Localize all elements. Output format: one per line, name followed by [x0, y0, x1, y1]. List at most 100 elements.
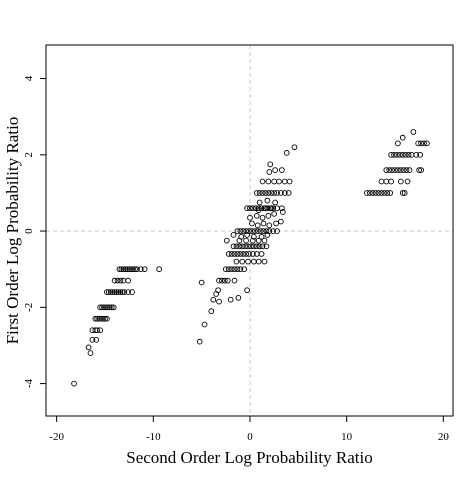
data-point — [263, 243, 270, 250]
data-point — [110, 304, 117, 311]
data-point — [245, 243, 251, 250]
data-point — [125, 289, 132, 295]
data-point — [87, 350, 94, 356]
data-point — [266, 228, 273, 234]
x-axis: -20 -10 0 10 20 — [49, 416, 449, 443]
data-point — [104, 315, 110, 322]
data-point — [71, 380, 77, 387]
data-point — [403, 167, 410, 173]
data-point — [111, 277, 118, 284]
data-point — [130, 266, 136, 273]
data-point — [417, 151, 423, 158]
data-point — [243, 228, 249, 234]
data-point — [100, 315, 106, 322]
data-point — [120, 266, 127, 273]
data-point — [228, 251, 235, 257]
data-point — [94, 327, 101, 334]
data-point — [129, 289, 135, 295]
data-point — [245, 258, 251, 265]
data-point — [261, 237, 268, 244]
data-point — [270, 205, 277, 212]
data-point — [405, 151, 412, 158]
data-point — [404, 178, 411, 185]
data-point — [246, 251, 252, 257]
data-point — [271, 178, 278, 185]
x-tick-label: 0 — [247, 431, 253, 443]
data-point — [93, 336, 100, 343]
data-point — [271, 211, 278, 217]
data-point — [421, 140, 427, 147]
data-point — [272, 167, 278, 173]
data-point — [266, 169, 273, 175]
data-point — [395, 140, 401, 147]
data-point — [401, 190, 408, 196]
data-point — [259, 214, 266, 221]
data-point — [249, 228, 255, 234]
data-point — [240, 228, 247, 234]
data-point — [243, 251, 249, 257]
y-tick-label: -2 — [23, 303, 35, 312]
data-point — [258, 251, 265, 257]
data-point — [231, 266, 238, 273]
data-point — [383, 178, 390, 185]
data-point — [106, 304, 113, 311]
data-point — [264, 197, 271, 204]
data-point — [281, 190, 288, 196]
data-point — [210, 296, 217, 303]
data-point — [89, 327, 96, 334]
data-point — [251, 228, 258, 234]
data-point — [265, 178, 272, 185]
data-point — [117, 289, 124, 295]
data-point — [255, 205, 262, 212]
data-point — [375, 190, 382, 196]
data-point — [251, 233, 257, 240]
data-point — [134, 266, 140, 273]
data-point — [107, 289, 114, 295]
data-point — [254, 222, 261, 229]
data-point — [249, 220, 255, 227]
data-point — [237, 266, 244, 273]
data-point — [126, 266, 132, 273]
data-point — [424, 140, 430, 147]
data-point — [124, 266, 131, 273]
data-point — [118, 266, 125, 273]
data-point — [280, 209, 286, 215]
data-point — [234, 266, 241, 273]
data-point — [259, 243, 266, 250]
data-point — [246, 228, 252, 234]
y-tick-label: -4 — [23, 379, 35, 389]
data-point — [104, 289, 110, 295]
data-point — [227, 296, 234, 303]
data-point — [223, 237, 230, 244]
data-point — [230, 243, 237, 250]
y-tick-label: 2 — [23, 152, 35, 158]
data-point — [399, 151, 406, 158]
data-point — [237, 228, 244, 234]
data-point — [270, 228, 277, 234]
data-point — [248, 243, 254, 250]
data-point — [413, 151, 420, 158]
data-point — [121, 289, 128, 295]
data-point — [278, 218, 284, 225]
data-point — [415, 140, 422, 147]
data-point — [408, 151, 415, 158]
data-point — [255, 207, 262, 213]
data-point — [259, 190, 266, 196]
data-point — [119, 289, 126, 295]
data-point — [243, 237, 249, 244]
data-point — [89, 336, 96, 343]
data-point — [250, 237, 256, 244]
data-point — [116, 266, 123, 273]
data-point — [240, 251, 247, 257]
data-point — [258, 205, 265, 212]
data-point — [216, 277, 222, 284]
data-point — [109, 289, 116, 295]
data-point — [99, 304, 105, 311]
data-point — [230, 232, 237, 238]
data-point — [256, 243, 263, 250]
data-point — [389, 167, 395, 173]
data-point — [384, 190, 391, 196]
data-point — [237, 251, 244, 257]
